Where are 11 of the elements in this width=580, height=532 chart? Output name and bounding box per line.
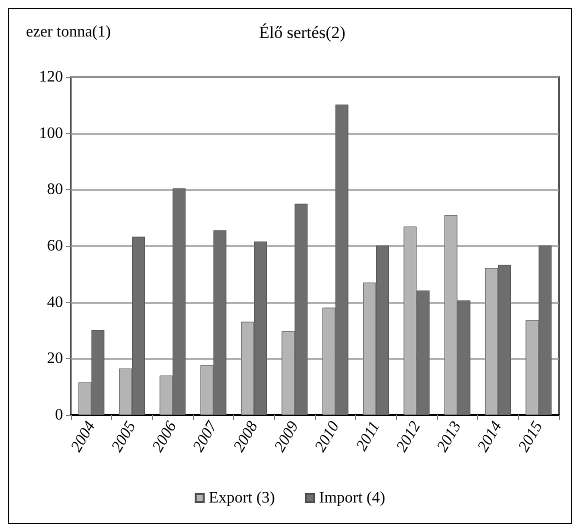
y-tick-label: 0 — [55, 406, 63, 424]
y-tick-label: 20 — [47, 350, 63, 368]
y-tick-label: 80 — [47, 181, 63, 198]
y-tick-label: 60 — [47, 238, 63, 254]
y-tick-label: 40 — [47, 294, 63, 311]
y-tick-label: 120 — [39, 68, 63, 86]
chart-title: Élő sertés(2) — [259, 23, 346, 42]
legend-label: Import (4) — [319, 490, 386, 506]
legend-label: Export (3) — [208, 490, 275, 506]
y-axis-title: ezer tonna(1) — [26, 24, 111, 40]
y-tick-label: 100 — [39, 124, 63, 142]
